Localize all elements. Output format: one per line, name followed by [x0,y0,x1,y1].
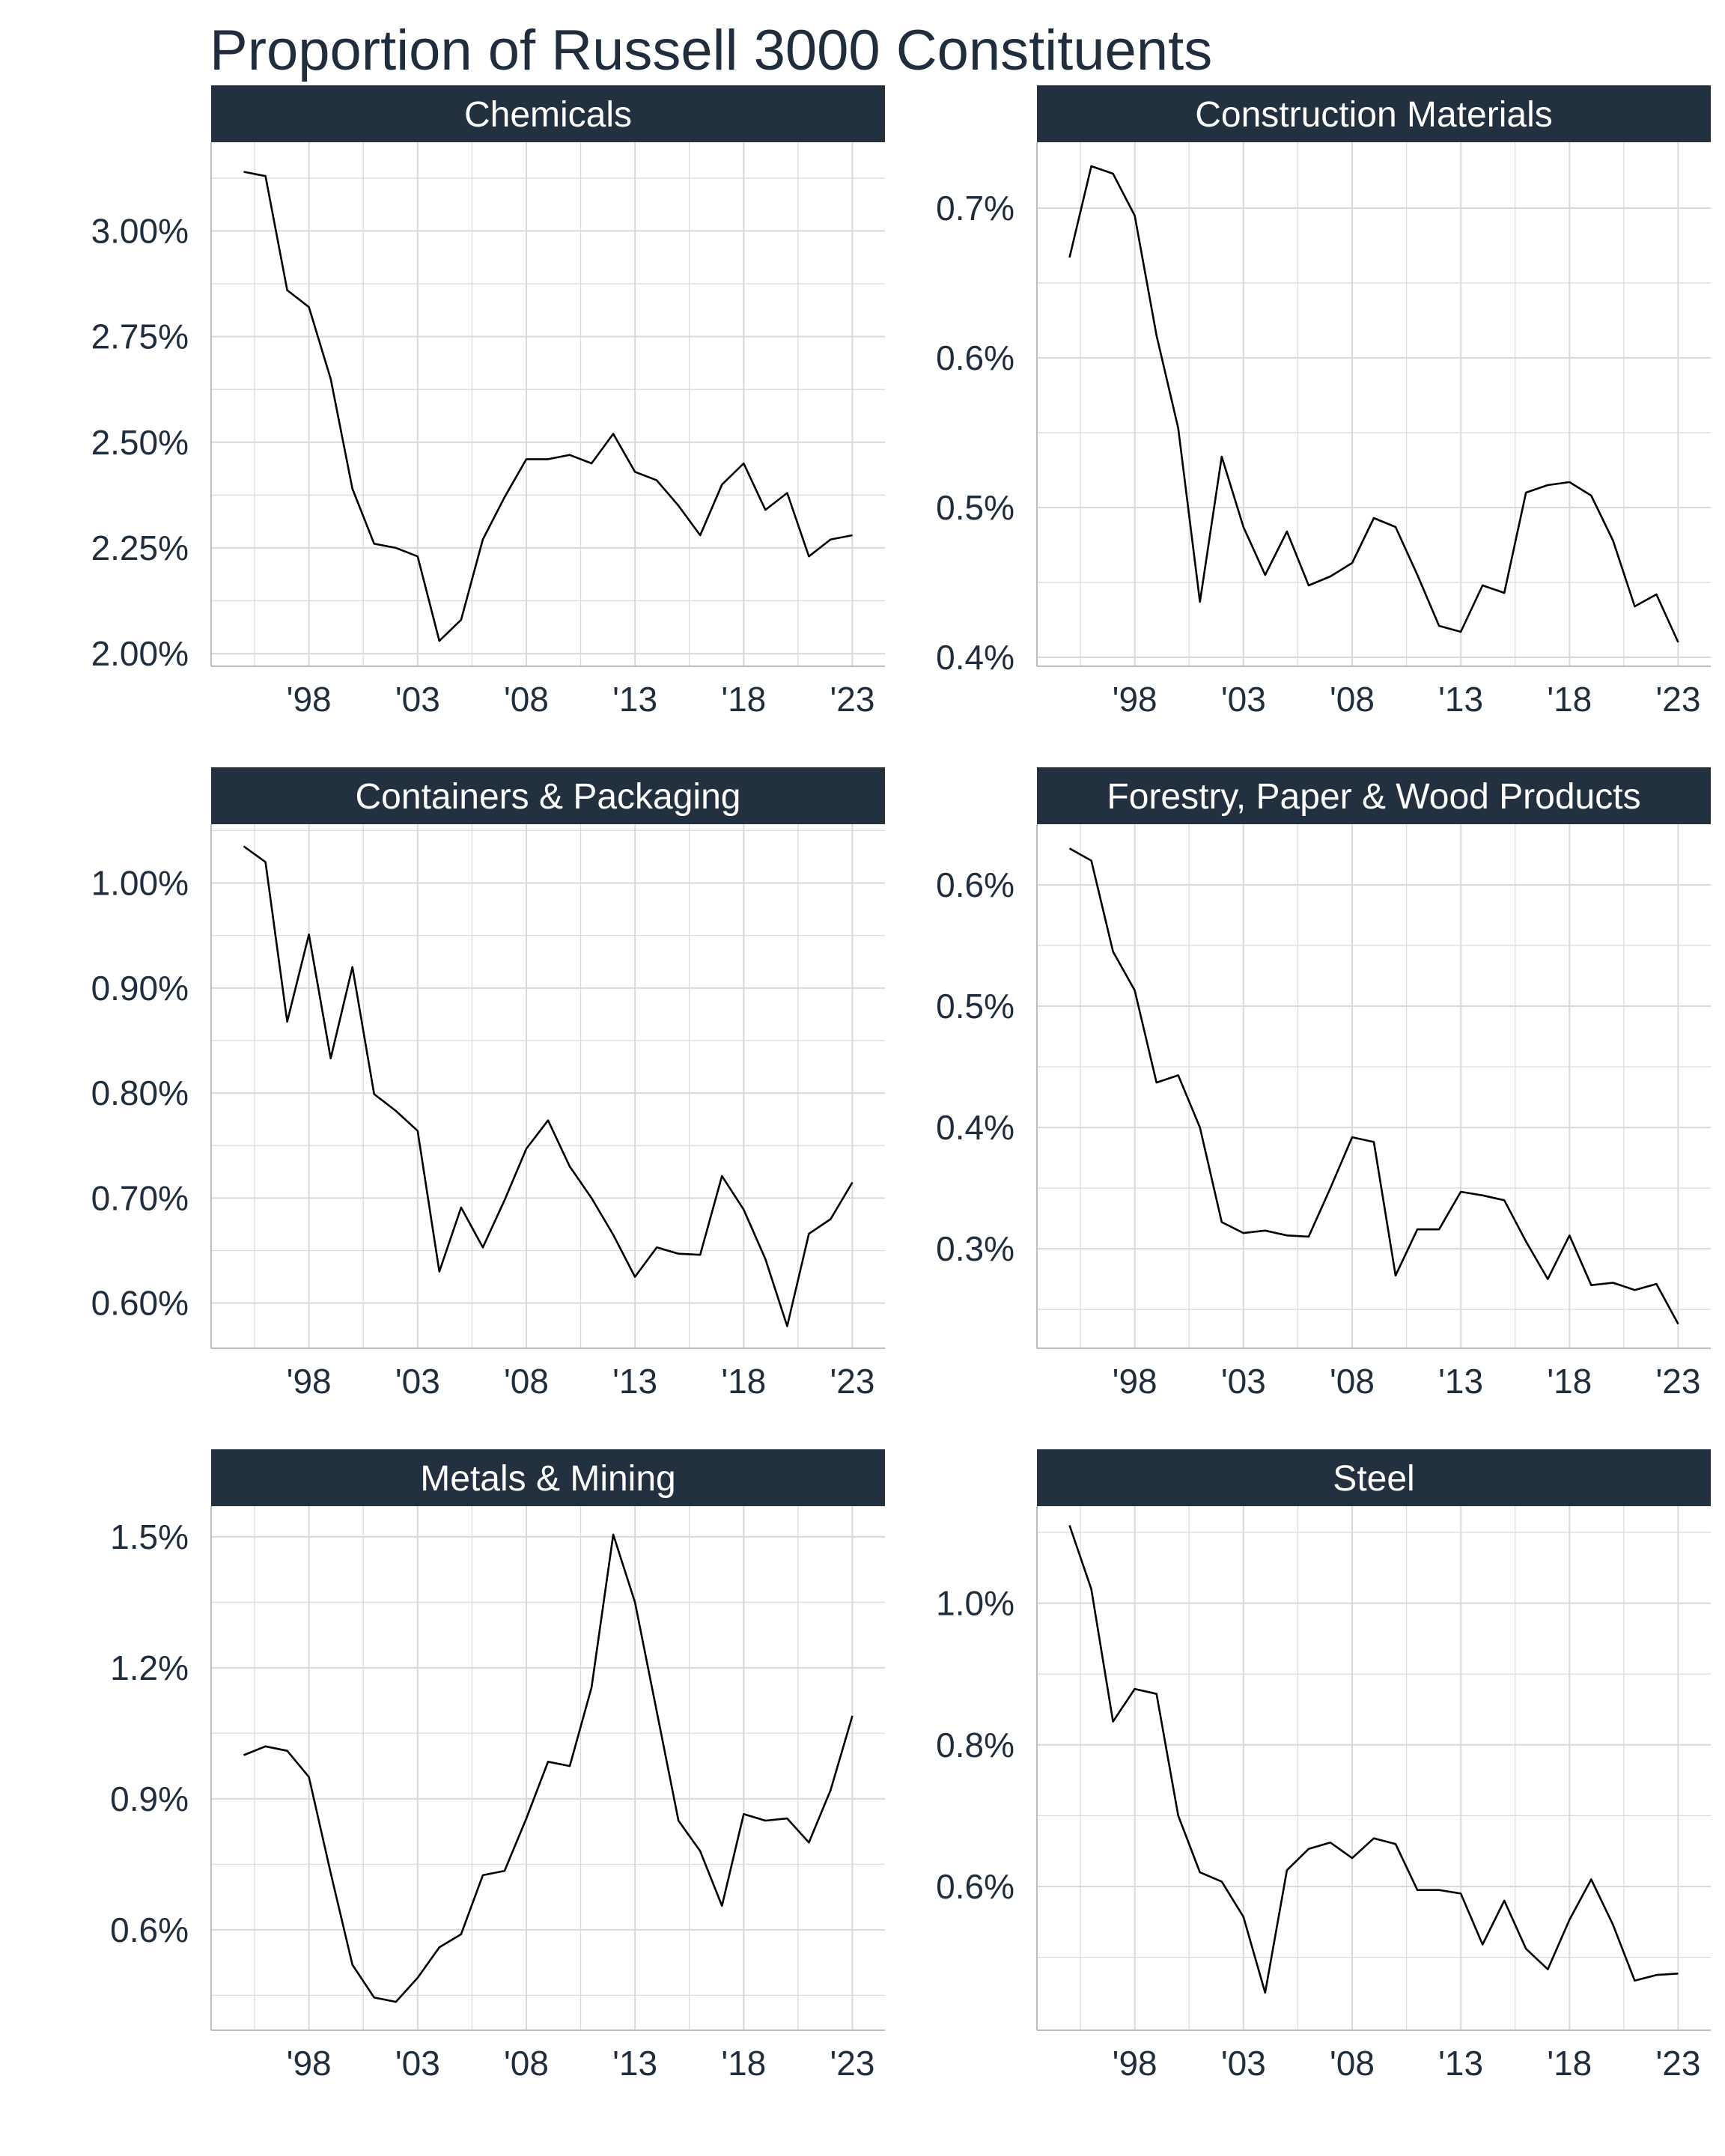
facet-strip [1037,85,1711,142]
x-tick-label: '03 [395,2044,440,2083]
facet-strip [211,1449,885,1506]
facet-title: Construction Materials [1195,95,1553,135]
y-tick-label: 2.50% [91,423,189,462]
facet-strip [1037,1449,1711,1506]
x-tick-label: '18 [1547,1362,1592,1401]
page-title: Proportion of Russell 3000 Constituents [210,19,1213,82]
y-tick-label: 0.90% [91,969,189,1008]
x-tick-label: '03 [395,680,440,719]
x-tick-label: '18 [1547,680,1592,719]
x-tick-label: '03 [395,1362,440,1401]
y-tick-label: 0.70% [91,1178,189,1217]
facet-strip [211,767,885,824]
x-tick-label: '08 [1330,2044,1375,2083]
x-tick-label: '13 [612,2044,657,2083]
y-tick-label: 0.80% [91,1074,189,1112]
y-tick-label: 0.5% [936,987,1014,1026]
x-tick-label: '23 [1655,2044,1700,2083]
y-tick-label: 0.4% [936,638,1014,677]
facet-strip [211,85,885,142]
x-tick-label: '08 [1330,680,1375,719]
facet-panel: Chemicals 2.00% 2.25% 2.50% 2.75% 3.00% '98 '03… [91,85,885,719]
x-tick-label: '03 [1221,680,1266,719]
x-tick-label: '18 [721,1362,766,1401]
x-tick-label: '23 [830,2044,874,2083]
y-tick-label: 0.5% [936,488,1014,527]
y-tick-label: 1.5% [110,1517,189,1556]
x-tick-label: '23 [1655,1362,1700,1401]
x-tick-label: '18 [721,680,766,719]
series-line [1068,165,1679,643]
x-tick-label: '98 [287,680,332,719]
facet-title: Steel [1333,1459,1414,1499]
x-tick-label: '08 [504,680,549,719]
facet-panel: Steel 0.6% 0.8% 1.0% '98 '03 '08 '13 '18 '23 [936,1449,1711,2083]
x-tick-label: '13 [1438,2044,1483,2083]
series-line [243,1533,854,2003]
x-tick-label: '23 [1655,680,1700,719]
facet-title: Forestry, Paper & Wood Products [1107,777,1640,817]
x-tick-label: '98 [287,2044,332,2083]
x-tick-label: '03 [1221,1362,1266,1401]
y-tick-label: 0.7% [936,189,1014,228]
facet-panel: Containers & Packaging 0.60% 0.70% 0.80% 0.9… [91,767,885,1401]
facet-title: Containers & Packaging [356,777,741,817]
x-tick-label: '13 [1438,1362,1483,1401]
facet-title: Chemicals [464,95,632,135]
x-tick-label: '13 [612,1362,657,1401]
y-tick-label: 0.60% [91,1284,189,1323]
series-line [1068,1525,1679,1994]
x-tick-label: '98 [1113,680,1157,719]
y-tick-label: 0.6% [936,338,1014,377]
x-tick-label: '98 [1113,1362,1157,1401]
x-tick-label: '13 [612,680,657,719]
y-tick-label: 0.6% [936,1867,1014,1906]
x-tick-label: '03 [1221,2044,1266,2083]
y-tick-label: 2.25% [91,529,189,567]
y-tick-label: 1.00% [91,864,189,903]
series-line [1068,847,1679,1325]
y-tick-label: 0.6% [110,1910,189,1949]
x-tick-label: '98 [287,1362,332,1401]
x-tick-label: '98 [1113,2044,1157,2083]
facet-panel: Forestry, Paper & Wood Products 0.3% 0.4% 0… [936,767,1711,1401]
y-tick-label: 0.6% [936,865,1014,904]
y-tick-label: 0.3% [936,1229,1014,1268]
y-tick-label: 1.0% [936,1584,1014,1623]
y-tick-label: 2.00% [91,634,189,673]
series-line [243,171,853,642]
y-tick-label: 0.9% [110,1779,189,1818]
y-tick-label: 2.75% [91,317,189,356]
y-tick-label: 1.2% [110,1648,189,1687]
facet-strip [1037,767,1711,824]
x-tick-label: '08 [504,1362,549,1401]
facet-panel: Construction Materials 0.4% 0.5% 0.6% 0.7% '9… [936,85,1711,719]
x-tick-label: '08 [504,2044,549,2083]
x-tick-label: '23 [830,1362,874,1401]
series-line [243,845,854,1327]
facet-panel: Metals & Mining 0.6% 0.9% 1.2% 1.5% '98 '03 '08… [110,1449,885,2083]
x-tick-label: '18 [721,2044,766,2083]
facet-title: Metals & Mining [420,1459,675,1499]
x-tick-label: '08 [1330,1362,1375,1401]
y-tick-label: 3.00% [91,212,189,251]
y-tick-label: 0.4% [936,1108,1014,1147]
x-tick-label: '23 [830,680,874,719]
x-tick-label: '13 [1438,680,1483,719]
y-tick-label: 0.8% [936,1726,1014,1764]
x-tick-label: '18 [1547,2044,1592,2083]
